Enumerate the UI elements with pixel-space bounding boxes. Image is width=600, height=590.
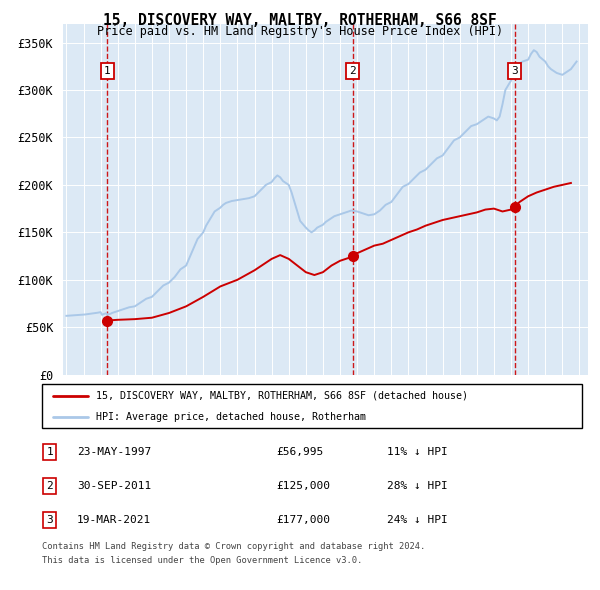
Text: 3: 3 (46, 516, 53, 525)
Text: 11% ↓ HPI: 11% ↓ HPI (387, 447, 448, 457)
Text: HPI: Average price, detached house, Rotherham: HPI: Average price, detached house, Roth… (96, 412, 366, 422)
Text: 2: 2 (46, 481, 53, 491)
Text: 19-MAR-2021: 19-MAR-2021 (77, 516, 151, 525)
Text: 1: 1 (104, 66, 110, 76)
Text: 2: 2 (349, 66, 356, 76)
Text: 15, DISCOVERY WAY, MALTBY, ROTHERHAM, S66 8SF: 15, DISCOVERY WAY, MALTBY, ROTHERHAM, S6… (103, 13, 497, 28)
Text: Price paid vs. HM Land Registry's House Price Index (HPI): Price paid vs. HM Land Registry's House … (97, 25, 503, 38)
Text: This data is licensed under the Open Government Licence v3.0.: This data is licensed under the Open Gov… (42, 556, 362, 565)
Text: 3: 3 (511, 66, 518, 76)
Text: 28% ↓ HPI: 28% ↓ HPI (387, 481, 448, 491)
Text: 1: 1 (46, 447, 53, 457)
Text: 23-MAY-1997: 23-MAY-1997 (77, 447, 151, 457)
Text: 24% ↓ HPI: 24% ↓ HPI (387, 516, 448, 525)
Text: £125,000: £125,000 (276, 481, 330, 491)
Text: £56,995: £56,995 (276, 447, 323, 457)
Text: Contains HM Land Registry data © Crown copyright and database right 2024.: Contains HM Land Registry data © Crown c… (42, 542, 425, 551)
FancyBboxPatch shape (42, 384, 582, 428)
Text: 15, DISCOVERY WAY, MALTBY, ROTHERHAM, S66 8SF (detached house): 15, DISCOVERY WAY, MALTBY, ROTHERHAM, S6… (96, 391, 468, 401)
Text: £177,000: £177,000 (276, 516, 330, 525)
Text: 30-SEP-2011: 30-SEP-2011 (77, 481, 151, 491)
